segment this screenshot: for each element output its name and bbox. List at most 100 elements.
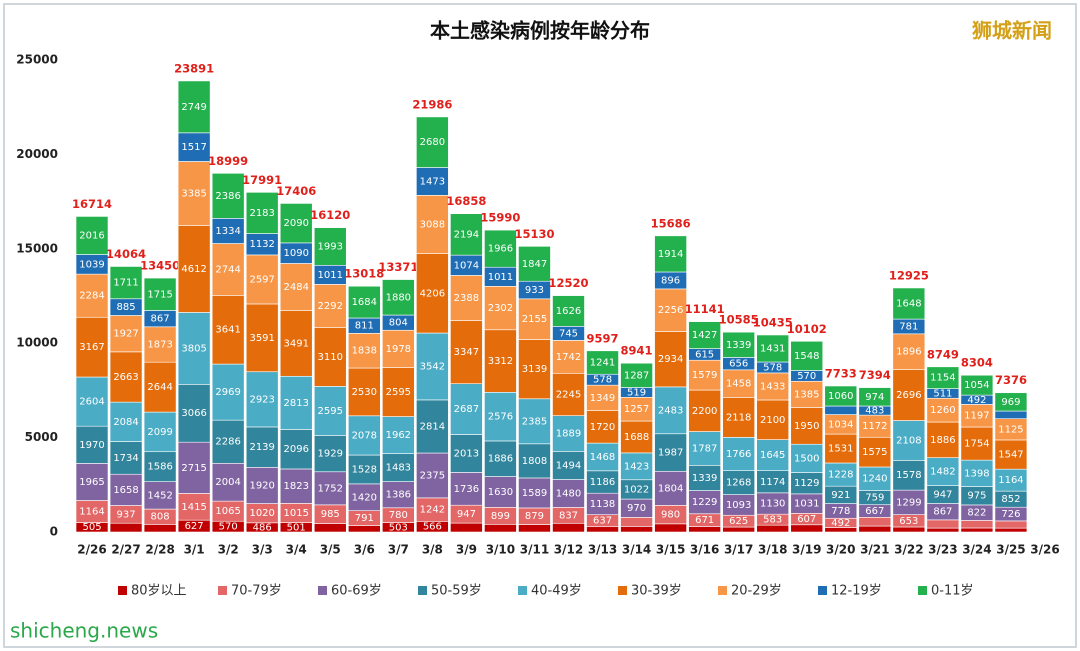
total-label: 10102 <box>787 322 827 336</box>
segment-label: 2680 <box>420 137 445 148</box>
segment-label: 607 <box>797 514 816 525</box>
x-tick-label: 3/24 <box>962 543 991 557</box>
bar-segment <box>484 329 517 393</box>
bar-segment <box>552 340 585 374</box>
brand: 狮城新闻 <box>972 19 1052 43</box>
segment-label: 1257 <box>624 404 649 415</box>
segment-label: 2644 <box>147 382 172 393</box>
segment-label: 2245 <box>556 389 581 400</box>
total-label: 7376 <box>995 373 1027 387</box>
segment-label: 1339 <box>726 340 751 351</box>
bar-segment <box>994 520 1028 529</box>
bar-segment <box>109 266 143 300</box>
segment-label: 2923 <box>249 394 274 405</box>
bar-segment <box>586 350 619 375</box>
segment-label: 2099 <box>147 427 172 438</box>
total-label: 7733 <box>825 367 857 381</box>
bar-segment <box>926 366 960 389</box>
bar-segment <box>382 481 415 509</box>
bar-segment <box>450 320 483 384</box>
bar-segment <box>960 520 994 529</box>
bar-segment <box>892 460 926 491</box>
segment-label: 1385 <box>794 389 819 400</box>
segment-label: 745 <box>559 328 578 339</box>
segment-label: 1339 <box>692 473 717 484</box>
segment-label: 1132 <box>249 239 274 250</box>
bar-segment <box>211 295 245 365</box>
bar-segment <box>382 367 415 417</box>
bar-segment <box>313 471 347 506</box>
legend-swatch <box>118 586 127 595</box>
total-label: 12925 <box>889 268 929 282</box>
bar-segment <box>211 172 245 219</box>
x-tick-label: 3/22 <box>894 543 923 557</box>
segment-label: 1482 <box>930 467 955 478</box>
segment-label: 4206 <box>420 288 445 299</box>
total-label: 23891 <box>174 61 214 75</box>
segment-label: 1645 <box>760 450 785 461</box>
segment-label: 1589 <box>522 488 547 499</box>
segment-label: 804 <box>389 318 408 329</box>
x-tick-label: 3/12 <box>554 543 583 557</box>
segment-label: 1129 <box>794 478 819 489</box>
bar-segment <box>109 441 143 475</box>
segment-label: 667 <box>865 506 884 517</box>
segment-label: 970 <box>627 503 646 514</box>
bar-segment <box>722 397 755 438</box>
segment-label: 1896 <box>896 347 921 358</box>
segment-label: 615 <box>695 349 714 360</box>
segment-label: 1987 <box>658 448 683 459</box>
bar-segment <box>382 453 415 482</box>
segment-label: 3110 <box>318 352 343 363</box>
segment-label: 578 <box>593 375 612 386</box>
bar-segment <box>450 383 483 435</box>
segment-label: 2139 <box>249 442 274 453</box>
segment-label: 899 <box>491 511 510 522</box>
bar-segment <box>790 407 824 445</box>
segment-label: 1260 <box>930 405 955 416</box>
bar-segment <box>313 523 347 533</box>
bar-segment <box>654 386 687 435</box>
segment-label: 1011 <box>318 270 343 281</box>
segment-label: 1415 <box>181 502 206 513</box>
segment-label: 1452 <box>147 490 172 501</box>
segment-label: 1349 <box>590 393 615 404</box>
x-tick-label: 3/18 <box>758 543 787 557</box>
total-label: 18999 <box>208 154 248 168</box>
legend-swatch <box>218 586 227 595</box>
bar-segment <box>177 312 211 385</box>
segment-label: 511 <box>933 388 952 399</box>
segment-label: 811 <box>355 321 374 332</box>
bar-segment <box>347 333 381 369</box>
segment-label: 2749 <box>181 102 206 113</box>
bar-segment <box>484 440 517 477</box>
segment-label: 1015 <box>283 508 308 519</box>
segment-label: 1334 <box>215 226 240 237</box>
segment-label: 1970 <box>79 440 104 451</box>
segment-label: 2813 <box>283 398 308 409</box>
total-label: 13371 <box>378 260 418 274</box>
legend-label: 50-59岁 <box>431 584 482 599</box>
x-tick-label: 3/14 <box>622 543 651 557</box>
segment-label: 808 <box>151 512 170 523</box>
total-label: 10435 <box>753 315 793 329</box>
segment-label: 975 <box>967 491 986 502</box>
segment-label: 3805 <box>181 343 206 354</box>
bar-segment <box>177 132 211 162</box>
segment-label: 1093 <box>726 500 751 511</box>
bar-segment <box>790 340 824 371</box>
segment-label: 583 <box>763 515 782 526</box>
watermark: shicheng.news <box>10 619 158 643</box>
legend-swatch <box>718 586 727 595</box>
segment-label: 781 <box>899 321 918 332</box>
segment-label: 505 <box>82 522 101 533</box>
segment-label: 501 <box>287 522 306 533</box>
segment-label: 1787 <box>692 443 717 454</box>
bar-segment <box>688 526 721 533</box>
segment-label: 1873 <box>147 339 172 350</box>
bar-segment <box>75 216 109 255</box>
bar-segment <box>722 331 755 358</box>
segment-label: 1993 <box>318 241 343 252</box>
bar-segment <box>313 386 347 436</box>
bar-segment <box>143 411 177 453</box>
